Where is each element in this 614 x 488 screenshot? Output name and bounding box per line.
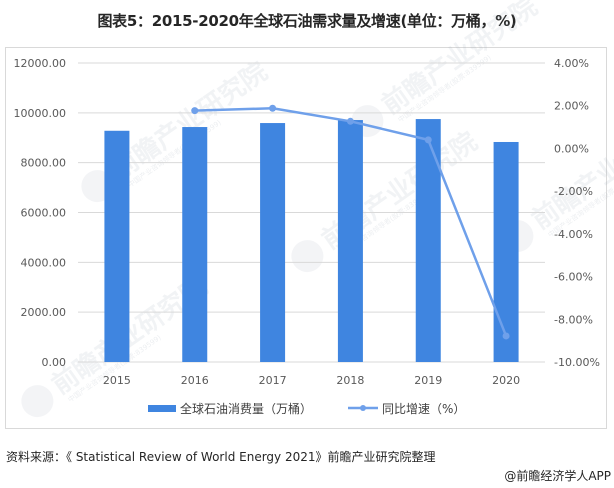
- bar-2019: [415, 119, 441, 362]
- gridlines: [78, 62, 545, 363]
- x-tick-label: 2020: [492, 374, 520, 387]
- x-axis: 2015 2016 2017 2018 2019 2020: [103, 374, 520, 387]
- line-point-2017: [269, 104, 277, 112]
- bar-2020: [493, 141, 519, 362]
- line-point-2016: [191, 107, 199, 115]
- right-tick-label: -4.00%: [554, 228, 593, 241]
- right-tick-label: -10.00%: [554, 356, 600, 369]
- legend-line-marker: [360, 405, 366, 411]
- right-tick-label: -6.00%: [554, 271, 593, 284]
- right-tick-label: 2.00%: [554, 100, 589, 113]
- bar-2018: [337, 120, 363, 362]
- right-tick-label: 0.00%: [554, 142, 589, 155]
- left-axis: 0.00 2000.00 4000.00 6000.00 8000.00 10000.00…: [14, 57, 67, 369]
- line-point-2018: [346, 117, 354, 125]
- x-tick-label: 2016: [181, 374, 209, 387]
- x-tick-label: 2017: [259, 374, 287, 387]
- bar-series: [104, 119, 519, 363]
- credit-note: @前瞻经济学人APP: [504, 469, 611, 483]
- chart-frame: [5, 47, 607, 429]
- right-axis: -10.00% -8.00% -6.00% -4.00% -2.00% 0.00% 2.00…: [554, 57, 600, 369]
- bar-2017: [260, 123, 286, 362]
- chart-title: 图表5：2015-2020年全球石油需求量及增速(单位：万桶，%): [97, 12, 517, 30]
- left-tick-label: 10000.00: [14, 107, 67, 120]
- left-tick-label: 8000.00: [21, 157, 67, 170]
- left-tick-label: 2000.00: [21, 306, 67, 319]
- right-tick-label: -8.00%: [554, 313, 593, 326]
- line-series: [191, 104, 510, 340]
- source-note: 资料来源：《 Statistical Review of World Energ…: [6, 450, 436, 464]
- right-tick-label: -2.00%: [554, 185, 593, 198]
- left-tick-label: 12000.00: [14, 57, 67, 70]
- legend-bar-swatch: [148, 405, 176, 412]
- left-tick-label: 4000.00: [21, 256, 67, 269]
- watermark-logo-icon: [291, 240, 324, 273]
- bar-2015: [104, 130, 130, 362]
- left-tick-label: 0.00: [42, 356, 67, 369]
- left-tick-label: 6000.00: [21, 207, 67, 220]
- x-tick-label: 2019: [414, 374, 442, 387]
- line-point-2019: [424, 136, 432, 144]
- line-point-2020: [502, 332, 510, 340]
- legend-bar-label: 全球石油消费量（万桶）: [180, 401, 312, 416]
- right-tick-label: 4.00%: [554, 57, 589, 70]
- bar-2016: [182, 127, 208, 363]
- x-tick-label: 2018: [336, 374, 364, 387]
- x-tick-label: 2015: [103, 374, 131, 387]
- watermark-logo-icon: [21, 385, 54, 418]
- watermark-text: 前瞻产业研究院: [376, 0, 543, 121]
- legend-line-label: 同比增速（%）: [382, 402, 465, 416]
- legend: 全球石油消费量（万桶） 同比增速（%）: [148, 401, 465, 416]
